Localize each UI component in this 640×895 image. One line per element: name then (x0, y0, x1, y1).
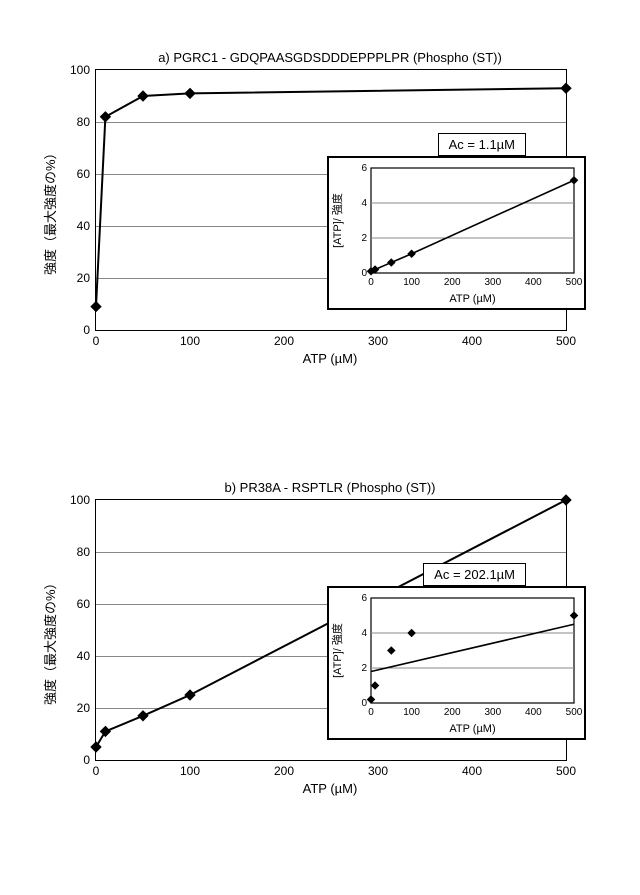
xtick-label: 100 (180, 334, 200, 348)
chart-b-inset-series: 0 100 200 300 400 500 0 2 4 6 ATP (µM) [ATP]/ 強度 (329, 588, 584, 738)
svg-text:300: 300 (484, 277, 501, 288)
xtick-label: 200 (274, 764, 294, 778)
chart-a: a) PGRC1 - GDQPAASGDSDDDEPPPLPR (Phospho… (70, 50, 590, 366)
chart-b-inset: 0 100 200 300 400 500 0 2 4 6 ATP (µM) [ATP]/ 強度 (327, 586, 586, 740)
chart-b-ylabel: 強度（最大強度の%） (40, 576, 59, 705)
xtick-label: 100 (180, 764, 200, 778)
chart-b: b) PR38A - RSPTLR (Phospho (ST)) 強度（最大強度… (70, 480, 590, 796)
ytick-label: 80 (77, 545, 90, 559)
chart-a-title: a) PGRC1 - GDQPAASGDSDDDEPPPLPR (Phospho… (70, 50, 590, 65)
chart-a-xlabel: ATP (µM) (95, 351, 565, 366)
ytick-label: 80 (77, 115, 90, 129)
svg-text:500: 500 (566, 277, 583, 288)
ytick-label: 60 (77, 167, 90, 181)
ytick-label: 100 (70, 63, 90, 77)
svg-text:0: 0 (361, 268, 367, 279)
svg-text:100: 100 (403, 707, 420, 718)
chart-a-ac-label: Ac = 1.1µM (438, 133, 526, 156)
chart-a-ylabel: 強度（最大強度の%） (40, 146, 59, 275)
ytick-label: 20 (77, 701, 90, 715)
svg-text:ATP (µM): ATP (µM) (449, 293, 495, 305)
svg-text:[ATP]/ 強度: [ATP]/ 強度 (330, 193, 344, 248)
svg-text:500: 500 (566, 707, 583, 718)
chart-b-ac-label: Ac = 202.1µM (423, 563, 526, 586)
svg-text:4: 4 (361, 198, 367, 209)
xtick-label: 400 (462, 764, 482, 778)
ytick-label: 0 (83, 323, 90, 337)
ytick-label: 100 (70, 493, 90, 507)
xtick-label: 200 (274, 334, 294, 348)
svg-text:0: 0 (368, 277, 374, 288)
svg-text:300: 300 (484, 707, 501, 718)
svg-text:400: 400 (525, 277, 542, 288)
chart-a-plot: 0100200300400500020406080100010020030040… (95, 69, 567, 331)
xtick-label: 0 (93, 334, 100, 348)
xtick-label: 500 (556, 764, 576, 778)
svg-text:ATP (µM): ATP (µM) (449, 723, 495, 735)
ytick-label: 0 (83, 753, 90, 767)
svg-text:2: 2 (361, 663, 367, 674)
svg-text:2: 2 (361, 233, 367, 244)
xtick-label: 300 (368, 334, 388, 348)
svg-text:6: 6 (361, 593, 367, 604)
svg-text:[ATP]/ 強度: [ATP]/ 強度 (330, 623, 344, 678)
svg-text:400: 400 (525, 707, 542, 718)
svg-text:4: 4 (361, 628, 367, 639)
chart-a-inset: 0 100 200 300 400 500 0 2 4 6 ATP (µM) [ATP]/ 強度 (327, 156, 586, 310)
svg-text:100: 100 (403, 277, 420, 288)
chart-b-xlabel: ATP (µM) (95, 781, 565, 796)
svg-text:0: 0 (368, 707, 374, 718)
ytick-label: 40 (77, 649, 90, 663)
ytick-label: 20 (77, 271, 90, 285)
xtick-label: 400 (462, 334, 482, 348)
svg-text:6: 6 (361, 163, 367, 174)
ytick-label: 60 (77, 597, 90, 611)
chart-b-title: b) PR38A - RSPTLR (Phospho (ST)) (70, 480, 590, 495)
chart-a-inset-series: 0 100 200 300 400 500 0 2 4 6 ATP (µM) [ATP]/ 強度 (329, 158, 584, 308)
chart-b-plot: 0100200300400500020406080100010020030040… (95, 499, 567, 761)
xtick-label: 300 (368, 764, 388, 778)
ytick-label: 40 (77, 219, 90, 233)
svg-text:200: 200 (444, 707, 461, 718)
svg-text:200: 200 (444, 277, 461, 288)
xtick-label: 500 (556, 334, 576, 348)
xtick-label: 0 (93, 764, 100, 778)
svg-text:0: 0 (361, 698, 367, 709)
